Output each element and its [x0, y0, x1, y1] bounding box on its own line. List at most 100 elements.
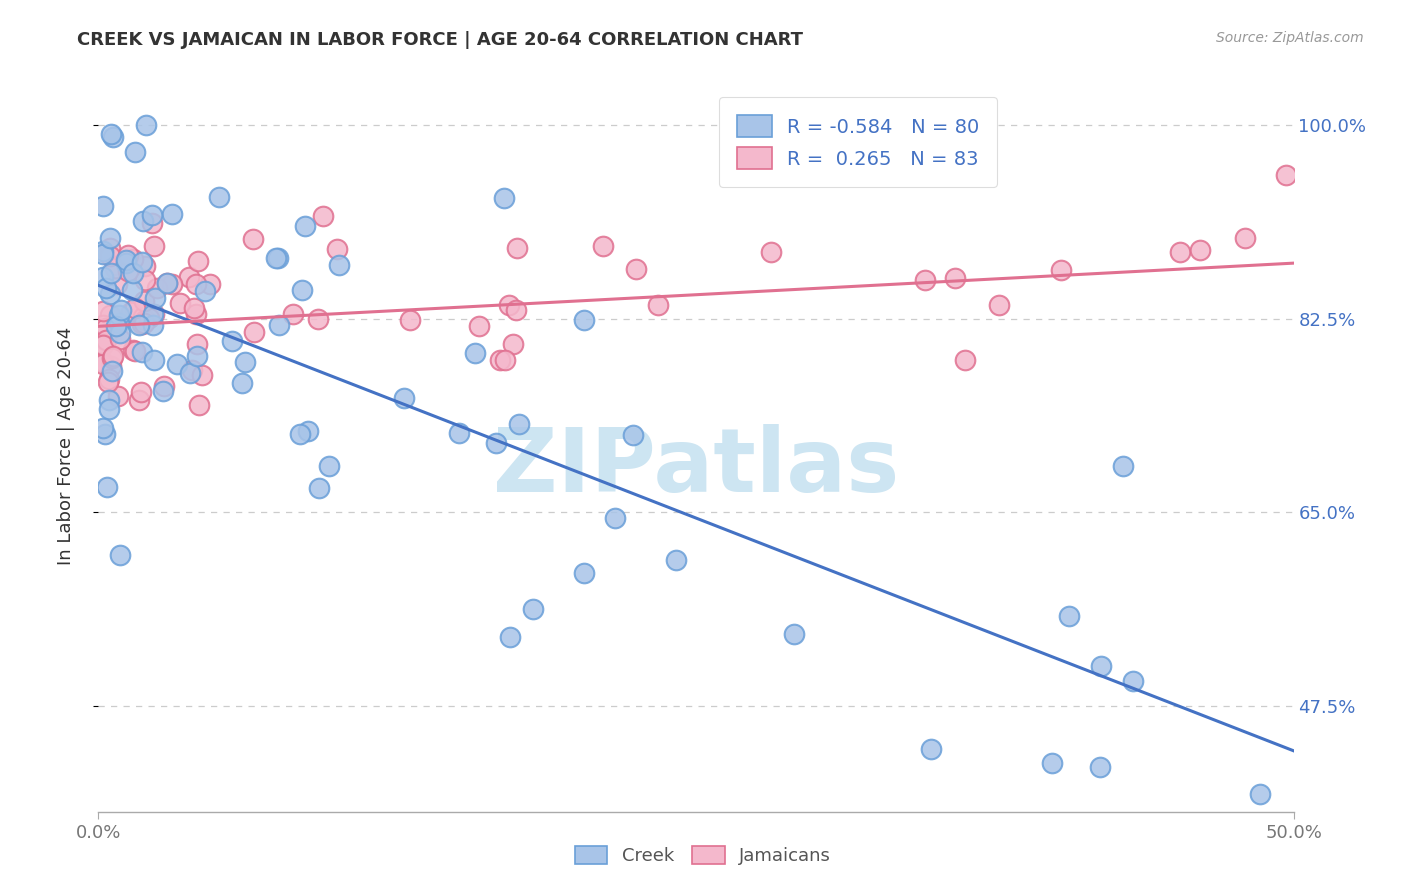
Point: [104, 260, 127, 275]
Point: [120, 305, 142, 319]
Point: [97, 392, 120, 407]
Point: [131, 255, 153, 269]
Point: [1122, 674, 1144, 689]
Point: [508, 417, 530, 431]
Point: [264, 251, 287, 265]
Point: [128, 318, 150, 332]
Point: [647, 298, 669, 312]
Point: [169, 296, 191, 310]
Point: [505, 302, 527, 317]
Point: [485, 435, 508, 450]
Point: [152, 384, 174, 398]
Point: [124, 343, 146, 358]
Point: [107, 388, 129, 402]
Point: [1042, 756, 1064, 770]
Point: [91, 199, 114, 213]
Point: [187, 253, 209, 268]
Point: [186, 336, 208, 351]
Point: [131, 310, 153, 324]
Point: [101, 130, 124, 145]
Point: [621, 428, 644, 442]
Point: [399, 313, 422, 327]
Point: [291, 283, 314, 297]
Point: [108, 332, 131, 346]
Point: [96, 480, 118, 494]
Point: [98, 241, 121, 255]
Point: [100, 249, 122, 263]
Point: [98, 308, 121, 322]
Point: [572, 566, 595, 581]
Point: [135, 118, 157, 132]
Point: [100, 127, 122, 141]
Point: [592, 238, 614, 252]
Point: [468, 318, 491, 333]
Point: [131, 345, 153, 359]
Point: [464, 346, 486, 360]
Point: [603, 511, 626, 525]
Point: [191, 368, 214, 382]
Point: [121, 252, 143, 266]
Point: [124, 301, 146, 316]
Point: [267, 251, 290, 265]
Point: [105, 277, 128, 291]
Point: [502, 336, 524, 351]
Point: [141, 216, 163, 230]
Point: [160, 207, 183, 221]
Point: [326, 242, 349, 256]
Point: [177, 269, 200, 284]
Point: [98, 372, 121, 386]
Point: [186, 277, 208, 292]
Point: [194, 284, 217, 298]
Point: [624, 262, 647, 277]
Point: [914, 272, 936, 286]
Point: [143, 307, 166, 321]
Point: [392, 391, 415, 405]
Point: [134, 313, 156, 327]
Point: [101, 349, 124, 363]
Point: [506, 242, 529, 256]
Point: [132, 213, 155, 227]
Point: [100, 351, 122, 365]
Point: [142, 239, 165, 253]
Point: [522, 602, 544, 616]
Point: [186, 307, 208, 321]
Point: [186, 350, 208, 364]
Point: [91, 304, 114, 318]
Point: [105, 319, 128, 334]
Point: [131, 317, 153, 331]
Point: [494, 352, 516, 367]
Point: [207, 190, 229, 204]
Point: [307, 312, 329, 326]
Point: [920, 742, 942, 756]
Point: [146, 281, 169, 295]
Point: [100, 266, 122, 280]
Point: [108, 548, 131, 562]
Point: [447, 426, 470, 441]
Point: [91, 336, 114, 351]
Point: [759, 245, 782, 260]
Point: [243, 325, 266, 339]
Point: [308, 481, 330, 495]
Point: [91, 357, 114, 371]
Point: [108, 316, 131, 330]
Point: [297, 424, 319, 438]
Point: [91, 421, 114, 435]
Point: [231, 376, 253, 391]
Point: [1188, 243, 1211, 257]
Text: Source: ZipAtlas.com: Source: ZipAtlas.com: [1216, 31, 1364, 45]
Point: [142, 307, 165, 321]
Point: [128, 392, 150, 407]
Point: [572, 312, 595, 326]
Point: [98, 231, 121, 245]
Point: [235, 355, 257, 369]
Point: [152, 379, 174, 393]
Point: [1168, 245, 1191, 260]
Point: [108, 308, 131, 322]
Point: [943, 271, 966, 285]
Point: [94, 320, 117, 334]
Point: [97, 401, 120, 416]
Point: [143, 291, 166, 305]
Point: [91, 318, 114, 332]
Point: [114, 253, 136, 268]
Point: [1112, 458, 1135, 473]
